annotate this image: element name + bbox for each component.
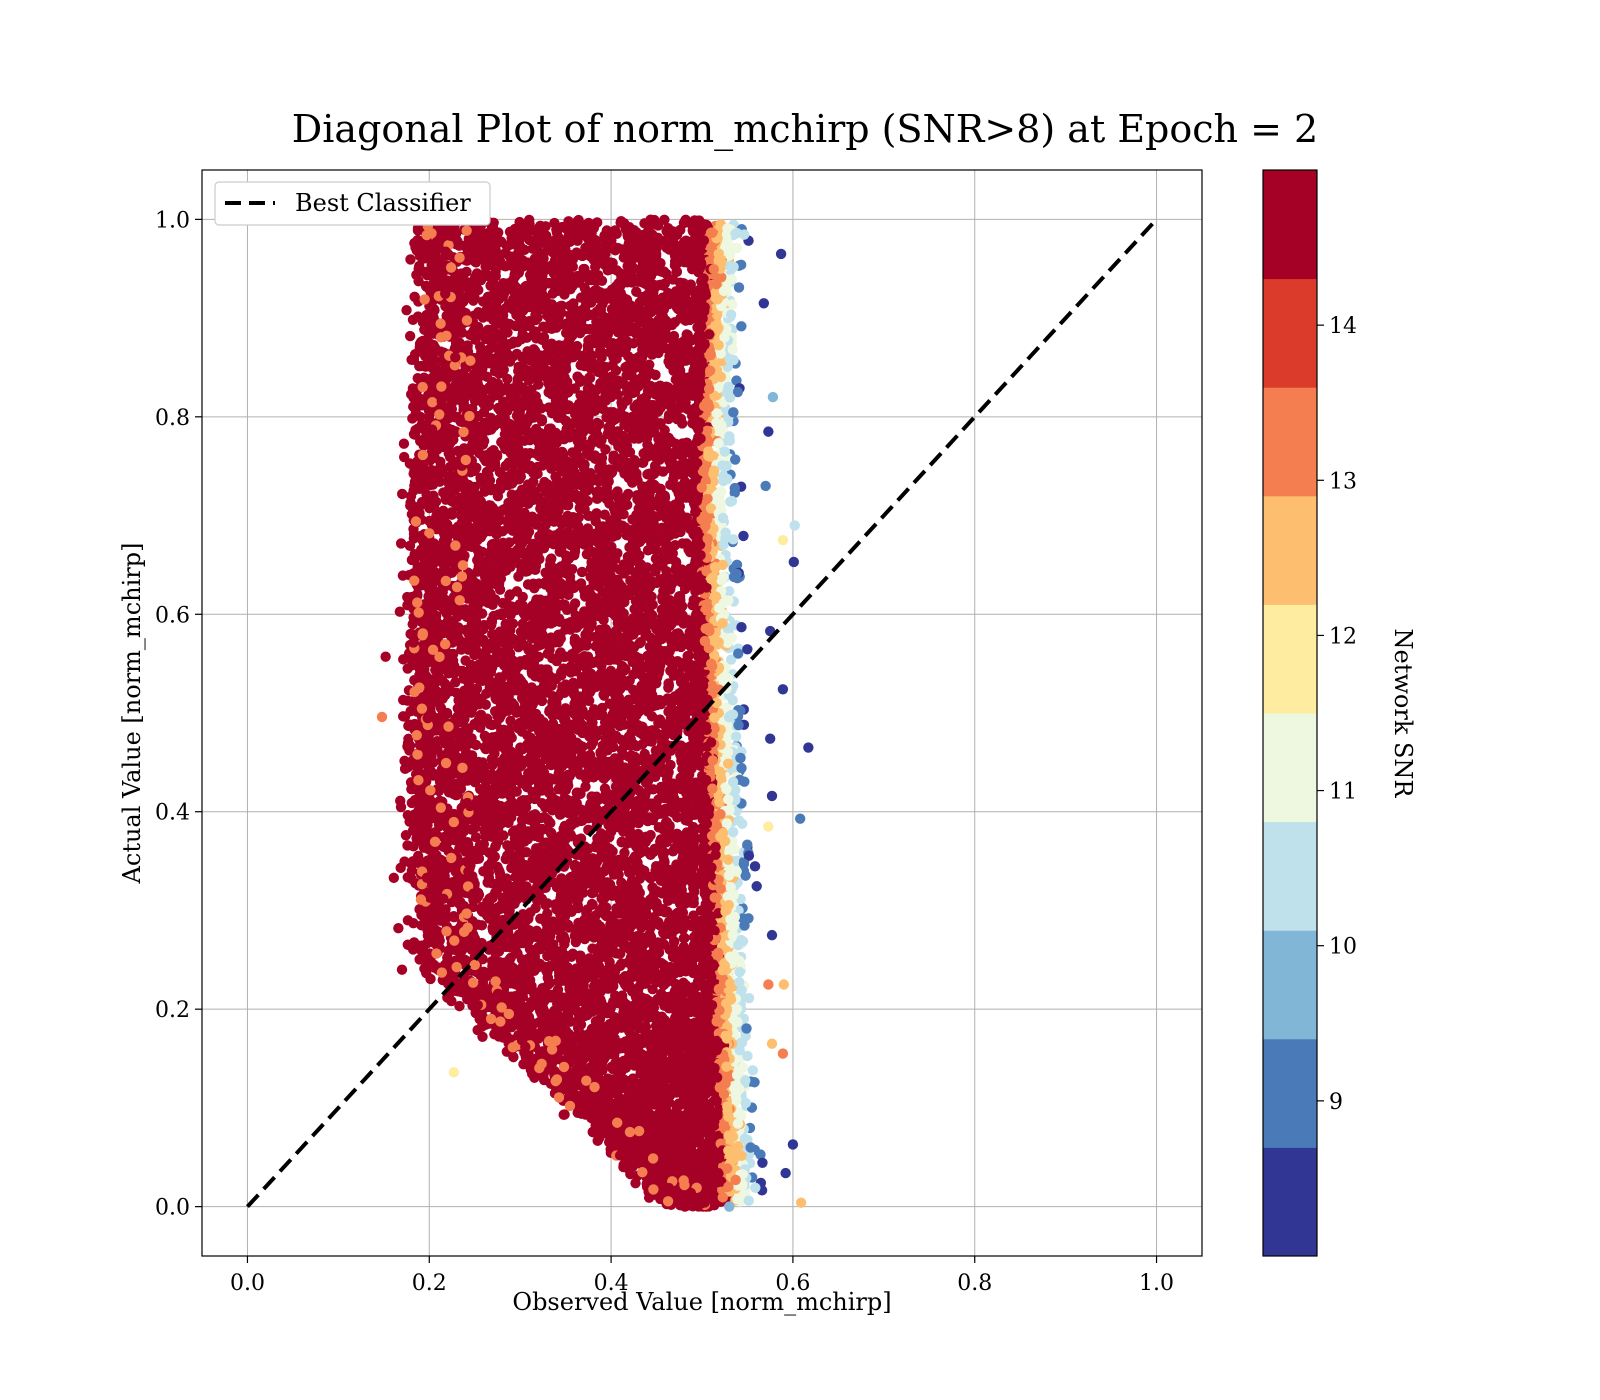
scatter-points [376,214,814,1212]
chart-title: Diagonal Plot of norm_mchirp (SNR>8) at … [292,107,1318,152]
scatter-point [477,312,489,323]
scatter-point [450,677,461,688]
scatter-point [587,899,598,910]
scatter-point [677,418,688,429]
scatter-point [599,509,610,520]
scatter-point [655,875,667,886]
scatter-point [580,473,591,485]
